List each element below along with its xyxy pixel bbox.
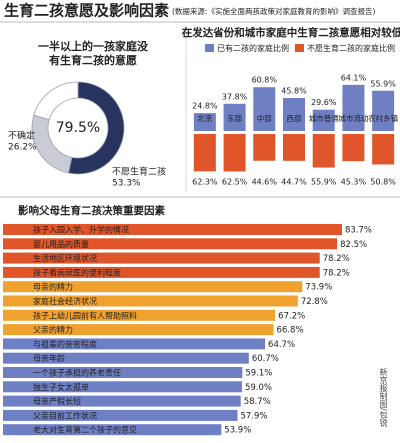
category-label: 家庭社会经济状况 bbox=[33, 296, 97, 306]
bar bbox=[3, 424, 222, 436]
page-title: 生育二孩意愿及影响因素 bbox=[4, 2, 169, 20]
slice-label: 不确定 bbox=[8, 130, 35, 142]
bar bbox=[223, 103, 246, 131]
bar bbox=[253, 87, 276, 131]
bar bbox=[193, 134, 216, 172]
category-label: 与祖辈的亲密程度 bbox=[33, 339, 97, 349]
bar bbox=[342, 134, 365, 162]
bar bbox=[3, 309, 276, 321]
value-label: 37.8% bbox=[222, 92, 248, 101]
bar bbox=[3, 238, 338, 250]
value-label: 67.2% bbox=[278, 311, 305, 321]
slice-value: 53.3% bbox=[112, 179, 141, 189]
bar bbox=[193, 113, 216, 131]
category-label: 城市流动 bbox=[338, 113, 368, 123]
value-label: 59.0% bbox=[245, 383, 272, 393]
bar bbox=[283, 134, 305, 161]
bar bbox=[3, 409, 238, 421]
bar bbox=[3, 352, 249, 364]
bar bbox=[372, 134, 395, 165]
bar bbox=[3, 266, 320, 278]
value-label: 62.3% bbox=[192, 178, 218, 187]
category-label: 孩子入园入学、升学的情况 bbox=[33, 225, 129, 235]
legend-label: 已有二孩的家庭比例 bbox=[217, 43, 289, 53]
value-label: 83.7% bbox=[345, 226, 372, 236]
value-label: 44.6% bbox=[252, 178, 278, 187]
category-label: 母亲的精力 bbox=[33, 282, 73, 292]
value-label: 82.5% bbox=[340, 240, 367, 250]
bar bbox=[3, 324, 274, 336]
value-label: 24.8% bbox=[192, 102, 218, 111]
bar bbox=[3, 281, 303, 293]
value-label: 50.8% bbox=[370, 178, 396, 187]
category-label: 父亲的精力 bbox=[33, 325, 73, 335]
category-label: 生活地区环境状况 bbox=[33, 253, 97, 263]
category-label: 孩子看病就医的便利程度 bbox=[33, 267, 121, 277]
value-label: 64.1% bbox=[341, 73, 367, 82]
value-label: 73.9% bbox=[305, 283, 332, 293]
value-label: 62.5% bbox=[222, 178, 248, 187]
value-label: 53.9% bbox=[224, 426, 251, 436]
bar bbox=[3, 295, 298, 307]
category-label: 北京 bbox=[197, 113, 212, 123]
value-label: 59.1% bbox=[245, 369, 272, 379]
bar bbox=[253, 134, 276, 161]
donut-slice bbox=[33, 81, 79, 121]
legend-swatch bbox=[205, 44, 214, 52]
value-label: 60.7% bbox=[252, 354, 279, 364]
donut-title: 一半以上的一孩家庭没有生育二孩的意愿 bbox=[38, 40, 148, 67]
bar bbox=[312, 109, 335, 131]
category-label: 一个孩子承担的养老责任 bbox=[33, 368, 121, 378]
bar bbox=[3, 338, 266, 350]
value-label: 60.8% bbox=[252, 76, 278, 85]
bar bbox=[283, 98, 305, 131]
category-label: 独生子女太孤单 bbox=[33, 382, 89, 392]
slice-label: 不愿生育二孩 bbox=[112, 166, 166, 178]
value-label: 45.3% bbox=[341, 178, 367, 187]
value-label: 64.7% bbox=[268, 340, 295, 350]
donut-slice bbox=[68, 81, 125, 175]
value-label: 58.7% bbox=[244, 397, 271, 407]
bar bbox=[342, 84, 365, 131]
value-label: 29.6% bbox=[311, 98, 337, 107]
value-label: 44.7% bbox=[281, 178, 307, 187]
slice-value: 26.2% bbox=[8, 143, 37, 153]
category-label: 父亲目前工作状况 bbox=[33, 410, 97, 420]
category-label: 东部 bbox=[227, 113, 242, 123]
bar bbox=[3, 395, 241, 407]
category-label: 母亲产假长短 bbox=[33, 396, 81, 406]
bar bbox=[3, 252, 320, 264]
bar bbox=[3, 381, 242, 393]
bar bbox=[3, 367, 243, 378]
source: (数据来源:《实施全面两孩政策对家庭教育的影响》调查报告) bbox=[172, 6, 375, 16]
value-label: 45.8% bbox=[281, 87, 307, 96]
value-label: 78.2% bbox=[323, 254, 350, 264]
category-label: 母亲年龄 bbox=[33, 353, 65, 363]
legend-label: 不愿生育二孩的家庭比例 bbox=[307, 43, 395, 53]
category-label: 农村乡镇 bbox=[368, 113, 398, 123]
category-label: 孩子上幼儿园前有人帮助照料 bbox=[33, 310, 137, 320]
category-label: 老大对生育第二个孩子的意见 bbox=[33, 425, 137, 435]
center-label: 79.5% bbox=[56, 120, 100, 136]
bar bbox=[223, 134, 246, 172]
value-label: 78.2% bbox=[323, 268, 350, 278]
chart-title: 在发达省份和城市家庭中生育二孩意愿相对较低 bbox=[182, 26, 400, 39]
bar bbox=[372, 90, 395, 131]
category-label: 婴儿用品的质量 bbox=[33, 239, 89, 249]
chart-title: 影响父母生育二孩决策重要因素 bbox=[18, 204, 165, 217]
credit: 新京报制图/包锐 bbox=[379, 368, 388, 427]
category-label: 中部 bbox=[257, 113, 272, 123]
category-label: 城市普通 bbox=[309, 113, 339, 123]
legend-swatch bbox=[295, 44, 304, 52]
category-label: 西部 bbox=[287, 113, 302, 123]
value-label: 72.8% bbox=[301, 297, 328, 307]
value-label: 55.9% bbox=[311, 178, 337, 187]
value-label: 57.9% bbox=[240, 411, 267, 421]
bar bbox=[312, 134, 335, 168]
bar bbox=[3, 224, 342, 235]
value-label: 66.8% bbox=[277, 326, 304, 336]
value-label: 55.9% bbox=[370, 79, 396, 88]
